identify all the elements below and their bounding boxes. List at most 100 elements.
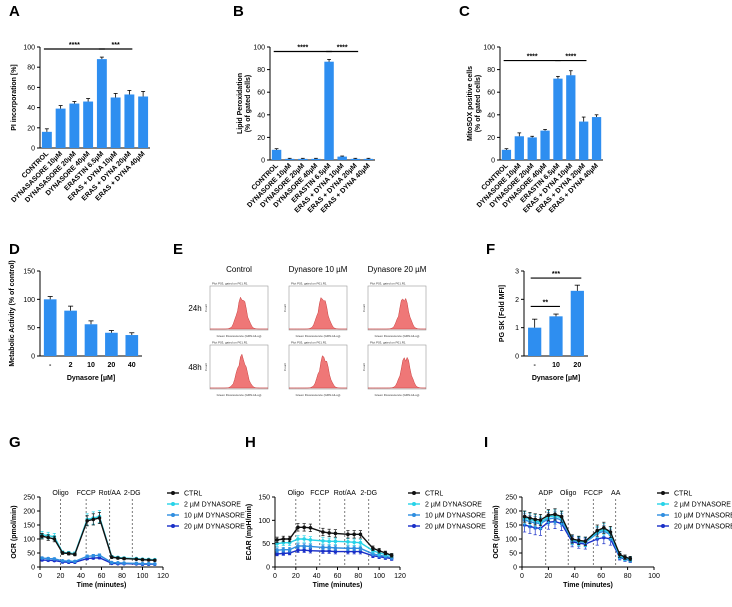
x-tick-label: 80 (118, 573, 126, 580)
y-tick-label: 3 (515, 269, 519, 276)
legend-label: 2 µM DYNASORE (184, 502, 241, 509)
bar (501, 149, 512, 160)
flow-plot-header: Plot P03, gated on P01.R1 (370, 282, 406, 286)
y-tick-label: 80 (257, 67, 265, 74)
data-point (358, 546, 363, 551)
x-tick-label: 20 (57, 573, 65, 580)
data-point (66, 551, 71, 556)
data-point (308, 544, 313, 549)
x-tick-label: 0 (38, 573, 42, 580)
legend-marker (171, 502, 175, 506)
legend-marker (171, 491, 175, 495)
flow-histogram (289, 355, 348, 389)
flow-plot-header: Plot P03, gated on P01.R1 (291, 282, 327, 286)
bar (549, 316, 563, 356)
y-axis-label: OCR (pmol/min) (11, 505, 18, 558)
bar (324, 61, 334, 160)
x-tick-label: 100 (648, 573, 660, 580)
injection-label: FCCP (310, 490, 329, 497)
data-point (97, 516, 102, 520)
y-tick-label: 100 (23, 537, 35, 544)
data-point (281, 537, 286, 541)
y-axis-label: PI incorporation [%] (11, 64, 18, 131)
panel-letter-d: D (9, 241, 20, 258)
data-point (153, 558, 157, 563)
data-point (346, 532, 350, 537)
flow-histogram (210, 353, 268, 389)
data-point (333, 549, 338, 554)
y-axis-label: PG SK [Fold MFI] (499, 285, 506, 342)
flow-x-label: Green Fluorescence (GRN-HLog) (217, 334, 262, 338)
y-axis-label: Lipid Peroxidation (237, 73, 244, 134)
data-point (559, 514, 564, 519)
y-tick-label: 250 (505, 495, 517, 502)
data-point (122, 561, 126, 565)
data-point (333, 531, 338, 536)
flow-y-label: Count (362, 304, 366, 312)
panel-letter-h: H (245, 434, 256, 451)
flow-histogram (368, 356, 427, 389)
flow-histogram (289, 297, 348, 330)
data-point (321, 539, 325, 543)
x-tick-label: 0 (520, 573, 524, 580)
data-point (140, 561, 145, 566)
legend-label: 20 µM DYNASORE (425, 524, 486, 531)
significance-label: **** (297, 45, 308, 52)
bar (55, 108, 66, 148)
data-point (321, 530, 325, 534)
data-point (275, 538, 279, 542)
x-tick-label: 40 (128, 362, 136, 369)
y-tick-label: 0 (31, 354, 35, 361)
flow-histogram (210, 296, 268, 330)
legend-label: 2 µM DYNASORE (674, 502, 731, 509)
x-tick-label: 40 (571, 573, 579, 580)
legend-label: CTRL (674, 491, 692, 498)
flow-x-label: Green Fluorescence (GRN-HLog) (296, 393, 341, 397)
flow-y-label: Count (283, 363, 287, 371)
data-point (40, 534, 44, 538)
data-point (85, 519, 89, 523)
bar (125, 335, 139, 356)
data-point (352, 546, 356, 551)
y-tick-label: 150 (23, 269, 35, 276)
x-tick-label: 10 (552, 362, 560, 369)
bar (540, 130, 550, 160)
data-point (327, 545, 331, 550)
data-point (528, 516, 532, 520)
data-point (358, 532, 363, 537)
y-tick-label: 100 (23, 45, 35, 52)
y-tick-label: 100 (258, 518, 270, 525)
series-line (41, 517, 155, 561)
legend-marker (661, 524, 665, 528)
data-point (576, 538, 581, 543)
chart-g-ocr: 0 50 100 150 200 250 0 20 40 60 80 100 120 OCR (pmol/… (11, 490, 245, 589)
data-point (85, 554, 89, 559)
data-point (302, 537, 306, 541)
y-tick-label: 50 (27, 551, 35, 558)
bar (528, 327, 542, 356)
y-axis-label: OCR (pmol/min) (493, 505, 500, 558)
significance-label: *** (112, 42, 120, 49)
data-point (91, 517, 96, 522)
legend-label: 10 µM DYNASORE (425, 513, 486, 520)
x-axis-label: Dynasore [µM] (532, 375, 580, 382)
data-point (146, 561, 151, 566)
bar (553, 78, 563, 160)
x-tick-label: 20 (545, 573, 553, 580)
data-point (327, 539, 331, 544)
bar (69, 103, 80, 148)
data-point (296, 537, 300, 541)
data-point (346, 540, 350, 544)
legend-label: 2 µM DYNASORE (425, 502, 482, 509)
y-axis-label: Metabolic Activity (% of control) (9, 260, 16, 366)
legend-label: 20 µM DYNASORE (184, 524, 245, 531)
flow-y-label: Count (204, 363, 208, 371)
flow-x-label: Green Fluorescence (GRN-HLog) (217, 393, 262, 397)
panel-letter-b: B (233, 3, 244, 20)
legend-marker (412, 513, 416, 517)
data-point (333, 546, 338, 550)
x-tick-label: - (533, 362, 536, 369)
y-tick-label: 100 (505, 537, 517, 544)
y-tick-label: 0 (515, 354, 519, 361)
bar (271, 149, 282, 160)
